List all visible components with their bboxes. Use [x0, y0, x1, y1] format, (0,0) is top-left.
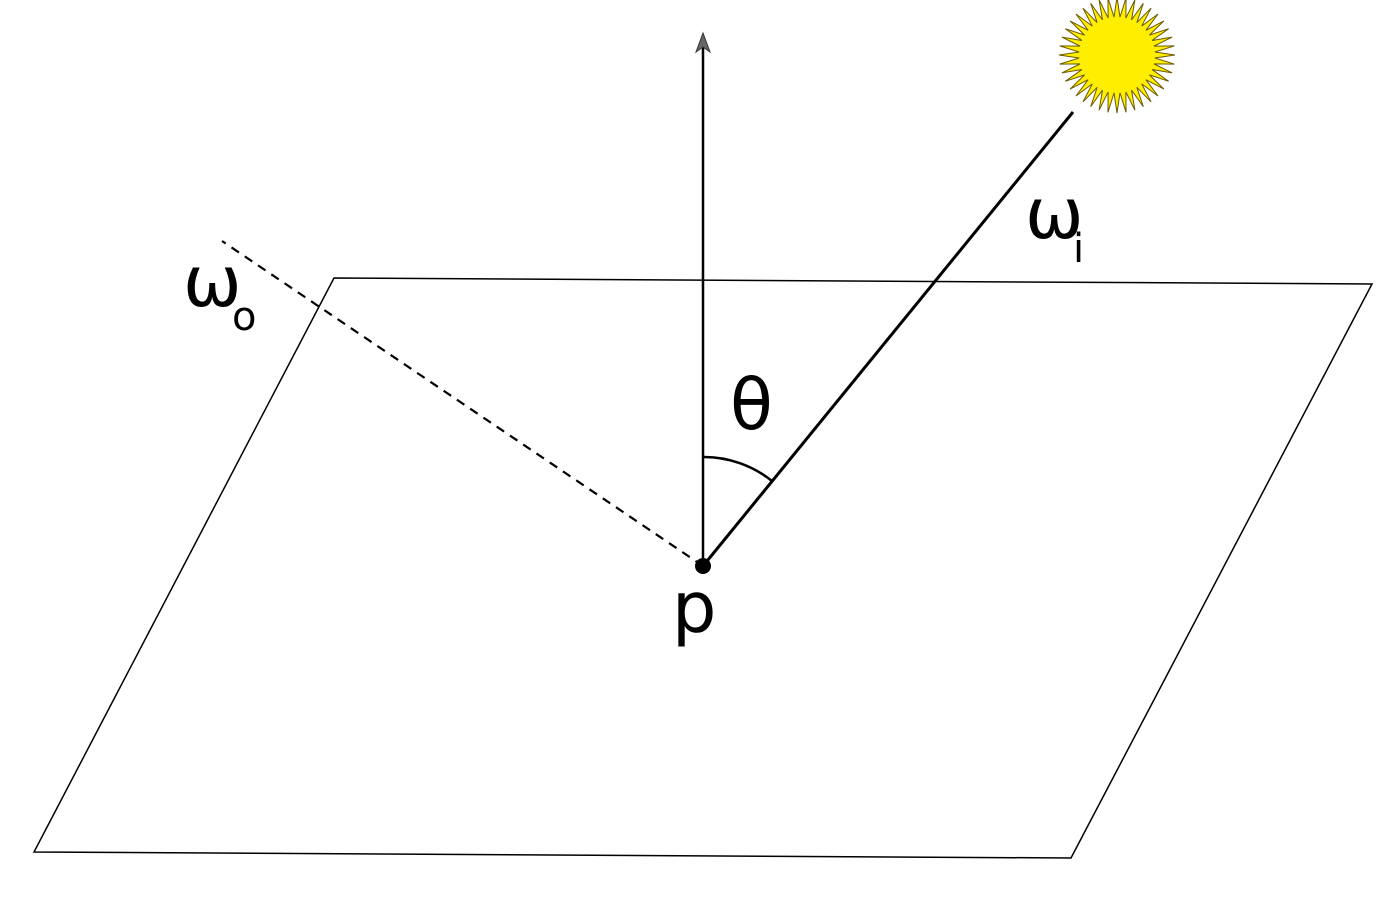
outgoing-direction-line [221, 240, 704, 567]
surface-plane [32, 277, 1374, 859]
omega-o-label: ω [183, 241, 242, 323]
point-p-dot [695, 558, 711, 574]
omega-i-subscript: i [1073, 226, 1084, 272]
theta-angle-arc [702, 455, 773, 482]
omega-i-label: ω [1025, 173, 1084, 255]
sun-core [1087, 25, 1147, 85]
theta-label: θ [730, 364, 773, 446]
sun-icon [1058, 0, 1176, 114]
omega-o-subscript: o [232, 294, 256, 340]
point-p-label: p [672, 567, 716, 649]
incoming-direction-line [701, 111, 1075, 567]
normal-arrowhead-icon [694, 31, 712, 54]
